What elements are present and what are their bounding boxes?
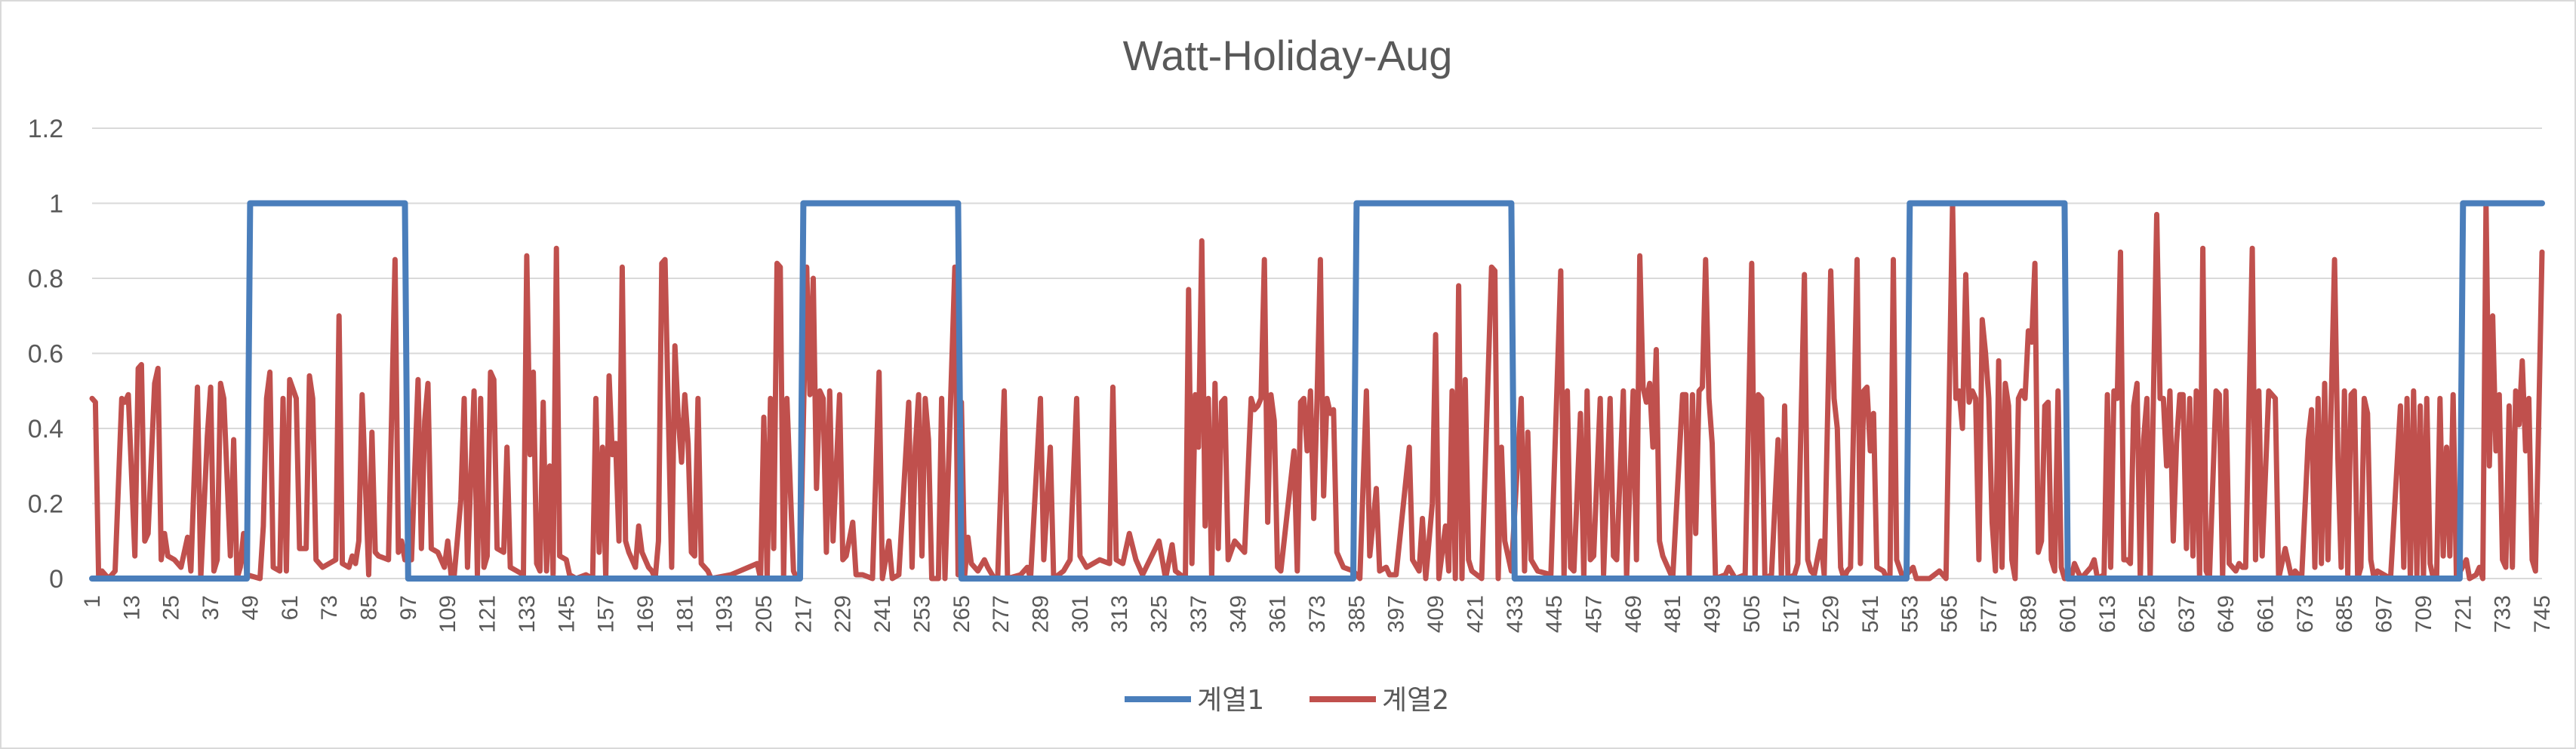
- x-tick-label: 709: [2411, 595, 2436, 633]
- y-axis-tick-labels: 0 0.2 0.4 0.6 0.8 1 1.2: [28, 115, 63, 594]
- series-lines: [89, 200, 2545, 582]
- x-tick-label: 169: [633, 595, 658, 633]
- legend-label-2: 계열2: [1382, 685, 1449, 716]
- x-tick-label: 361: [1266, 595, 1291, 633]
- x-tick-label: 13: [119, 595, 144, 620]
- x-tick-label: 481: [1660, 595, 1685, 633]
- x-tick-label: 733: [2491, 595, 2516, 633]
- x-tick-label: 277: [989, 595, 1014, 633]
- x-tick-label: 697: [2372, 595, 2397, 633]
- x-tick-label: 145: [554, 595, 579, 633]
- x-tick-label: 469: [1621, 595, 1646, 633]
- y-tick-label: 0: [49, 565, 63, 594]
- x-tick-label: 73: [317, 595, 342, 620]
- x-tick-label: 1: [80, 595, 105, 608]
- x-tick-label: 517: [1779, 595, 1804, 633]
- x-tick-label: 241: [870, 595, 895, 633]
- x-tick-label: 37: [199, 595, 223, 620]
- x-tick-label: 649: [2214, 595, 2239, 633]
- x-tick-label: 625: [2134, 595, 2159, 633]
- x-tick-label: 109: [435, 595, 460, 633]
- x-tick-label: 49: [238, 595, 263, 620]
- x-tick-label: 589: [2016, 595, 2041, 633]
- x-tick-label: 85: [356, 595, 381, 620]
- x-tick-label: 493: [1700, 595, 1725, 633]
- x-tick-label: 421: [1463, 595, 1488, 633]
- x-tick-label: 229: [831, 595, 856, 633]
- x-tick-label: 193: [712, 595, 737, 633]
- x-tick-label: 661: [2254, 595, 2279, 633]
- x-tick-label: 409: [1423, 595, 1448, 633]
- x-tick-label: 121: [475, 595, 500, 633]
- x-tick-label: 301: [1068, 595, 1093, 633]
- x-tick-label: 397: [1384, 595, 1409, 633]
- x-tick-label: 325: [1147, 595, 1172, 633]
- x-tick-label: 577: [1977, 595, 2002, 633]
- chart-title: Watt-Holiday-Aug: [1123, 32, 1453, 79]
- legend-label-1: 계열1: [1197, 685, 1264, 716]
- y-tick-label: 0.6: [28, 340, 63, 369]
- x-axis-tick-labels: 1 13 25 37 49 61 73 85 97 109 121 133 145 157 169 181 19…: [80, 595, 2555, 633]
- series-line-2: [89, 201, 2545, 582]
- x-tick-label: 337: [1186, 595, 1211, 633]
- series-line-1: [89, 200, 2545, 582]
- x-tick-label: 565: [1937, 595, 1962, 633]
- x-tick-label: 529: [1819, 595, 1844, 633]
- x-tick-label: 349: [1226, 595, 1251, 633]
- y-tick-label: 1: [49, 190, 63, 219]
- x-tick-label: 541: [1858, 595, 1883, 633]
- x-tick-label: 25: [159, 595, 184, 620]
- x-tick-label: 505: [1740, 595, 1765, 633]
- y-tick-label: 0.8: [28, 265, 63, 293]
- x-tick-label: 385: [1344, 595, 1369, 633]
- y-tick-label: 1.2: [28, 115, 63, 143]
- x-tick-label: 217: [791, 595, 816, 633]
- x-tick-label: 457: [1581, 595, 1606, 633]
- x-tick-label: 685: [2332, 595, 2357, 633]
- x-tick-label: 721: [2451, 595, 2476, 633]
- x-tick-label: 637: [2174, 595, 2199, 633]
- x-tick-label: 613: [2095, 595, 2120, 633]
- x-tick-label: 601: [2056, 595, 2081, 633]
- x-tick-label: 553: [1897, 595, 1922, 633]
- legend: 계열1 계열2: [1125, 685, 1449, 716]
- x-tick-label: 289: [1029, 595, 1054, 633]
- x-tick-label: 265: [949, 595, 974, 633]
- x-tick-label: 433: [1503, 595, 1528, 633]
- x-tick-label: 313: [1107, 595, 1132, 633]
- x-tick-label: 745: [2530, 595, 2555, 633]
- x-tick-label: 205: [752, 595, 777, 633]
- x-tick-label: 133: [515, 595, 540, 633]
- x-tick-label: 445: [1542, 595, 1567, 633]
- x-tick-label: 181: [672, 595, 697, 633]
- y-tick-label: 0.2: [28, 490, 63, 519]
- x-tick-label: 673: [2293, 595, 2318, 633]
- x-tick-label: 157: [594, 595, 619, 633]
- x-tick-label: 253: [909, 595, 934, 633]
- y-tick-label: 0.4: [28, 415, 63, 444]
- x-tick-label: 97: [396, 595, 421, 620]
- x-tick-label: 61: [278, 595, 303, 620]
- x-tick-label: 373: [1305, 595, 1330, 633]
